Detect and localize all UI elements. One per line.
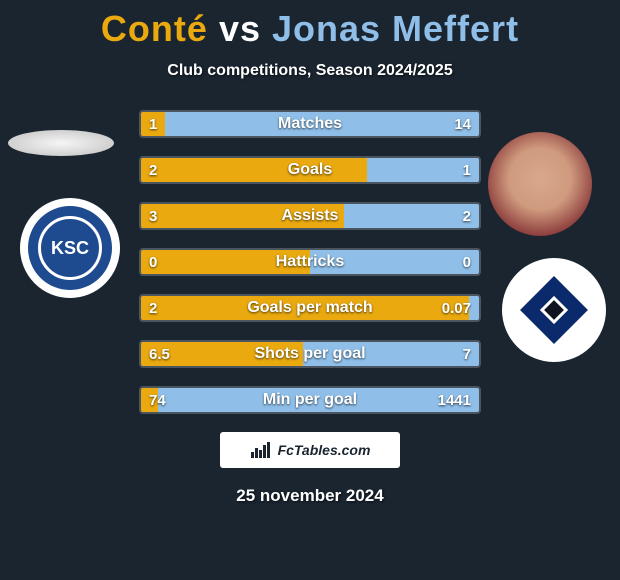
- stat-row: 1Matches14: [139, 110, 481, 138]
- stat-value-right: 2: [463, 208, 471, 225]
- stat-value-right: 1441: [438, 392, 471, 409]
- stat-value-right: 7: [463, 346, 471, 363]
- player1-club-logo-text: KSC: [38, 216, 102, 280]
- stat-row: 0Hattricks0: [139, 248, 481, 276]
- stat-label: Goals per match: [141, 299, 479, 317]
- stat-row: 3Assists2: [139, 202, 481, 230]
- comparison-arena: KSC 1Matches142Goals13Assists20Hattricks…: [0, 110, 620, 414]
- date-text: 25 november 2024: [0, 486, 620, 506]
- brand-chart-icon: [250, 441, 272, 459]
- stat-label: Assists: [141, 207, 479, 225]
- comparison-title: Conté vs Jonas Meffert: [0, 0, 620, 50]
- stat-label: Matches: [141, 115, 479, 133]
- stat-value-right: 1: [463, 162, 471, 179]
- stat-row: 2Goals1: [139, 156, 481, 184]
- player2-club-logo: [502, 258, 606, 362]
- stat-label: Min per goal: [141, 391, 479, 409]
- title-vs: vs: [219, 8, 261, 49]
- player2-name: Jonas Meffert: [272, 8, 519, 49]
- brand-badge: FcTables.com: [220, 432, 400, 468]
- stat-row: 6.5Shots per goal7: [139, 340, 481, 368]
- player1-avatar: [8, 130, 114, 156]
- subtitle: Club competitions, Season 2024/2025: [0, 62, 620, 80]
- stat-row: 74Min per goal1441: [139, 386, 481, 414]
- player1-club-logo: KSC: [20, 198, 120, 298]
- stat-label: Hattricks: [141, 253, 479, 271]
- player2-avatar: [488, 132, 592, 236]
- stat-label: Shots per goal: [141, 345, 479, 363]
- stat-label: Goals: [141, 161, 479, 179]
- player2-club-logo-diamond: [520, 276, 588, 344]
- stat-value-right: 14: [454, 116, 471, 133]
- stat-value-right: 0.07: [442, 300, 471, 317]
- stat-row: 2Goals per match0.07: [139, 294, 481, 322]
- brand-text: FcTables.com: [278, 442, 371, 458]
- stat-bars: 1Matches142Goals13Assists20Hattricks02Go…: [139, 110, 481, 414]
- player1-name: Conté: [101, 8, 208, 49]
- stat-value-right: 0: [463, 254, 471, 271]
